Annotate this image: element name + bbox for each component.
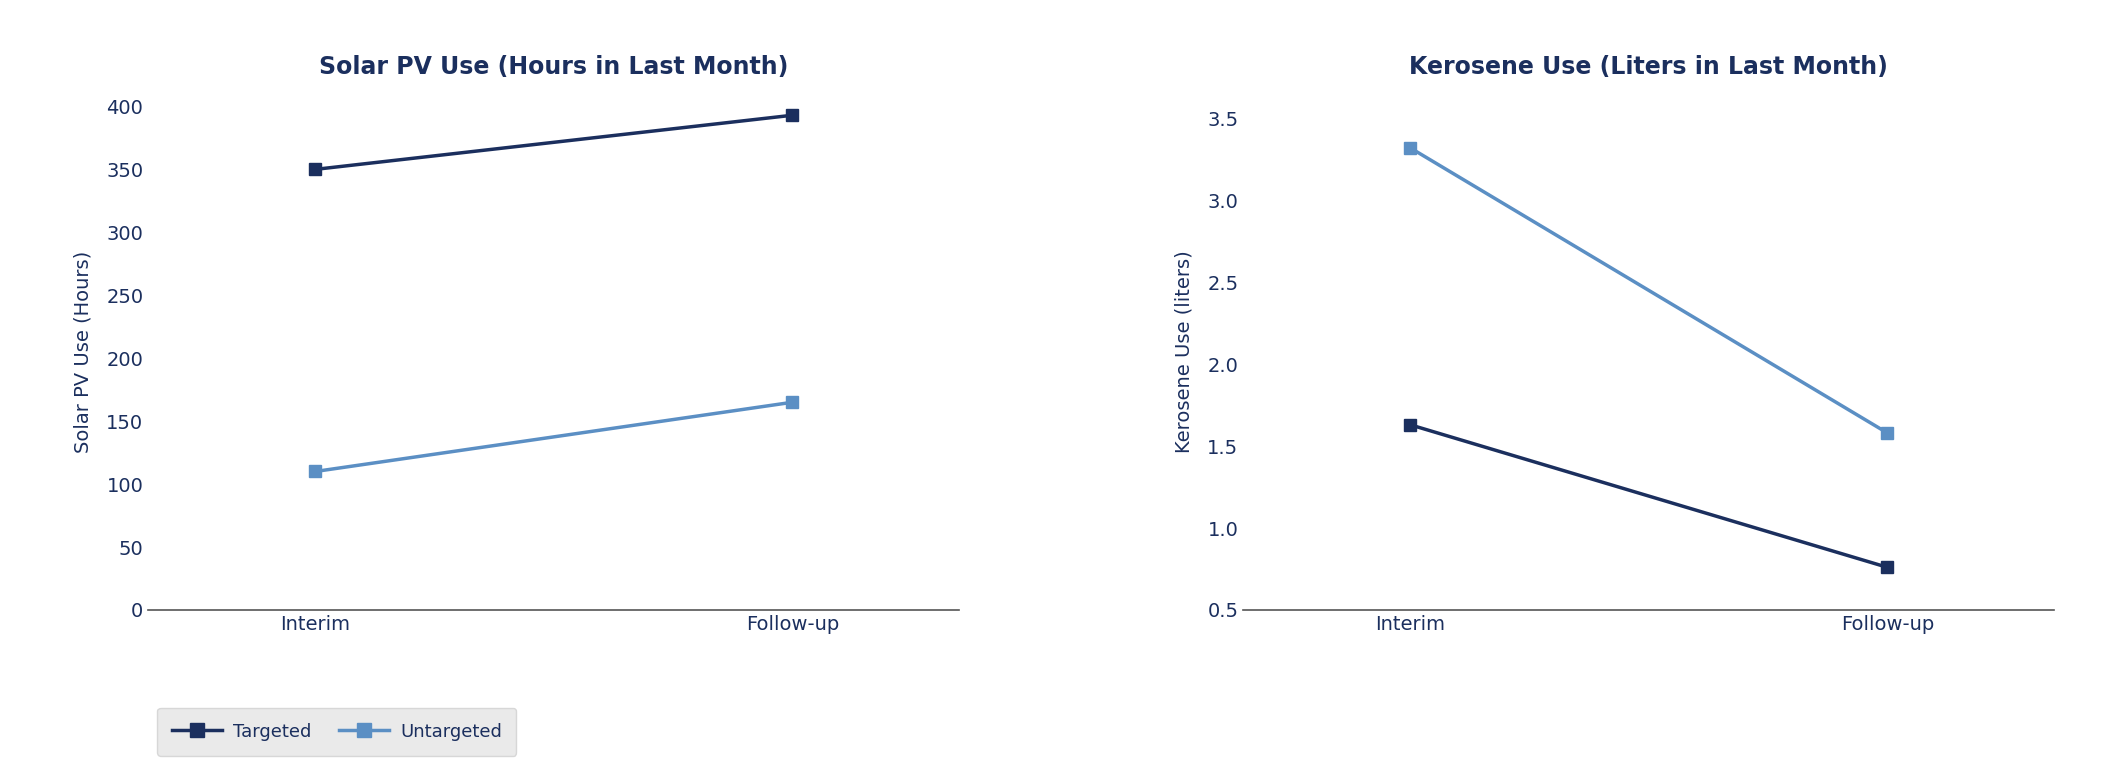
Y-axis label: Kerosene Use (liters): Kerosene Use (liters) <box>1175 250 1192 454</box>
Y-axis label: Solar PV Use (Hours): Solar PV Use (Hours) <box>74 251 93 453</box>
Legend: Targeted, Untargeted: Targeted, Untargeted <box>157 708 517 755</box>
Title: Kerosene Use (Liters in Last Month): Kerosene Use (Liters in Last Month) <box>1408 56 1889 80</box>
Title: Solar PV Use (Hours in Last Month): Solar PV Use (Hours in Last Month) <box>320 56 788 80</box>
